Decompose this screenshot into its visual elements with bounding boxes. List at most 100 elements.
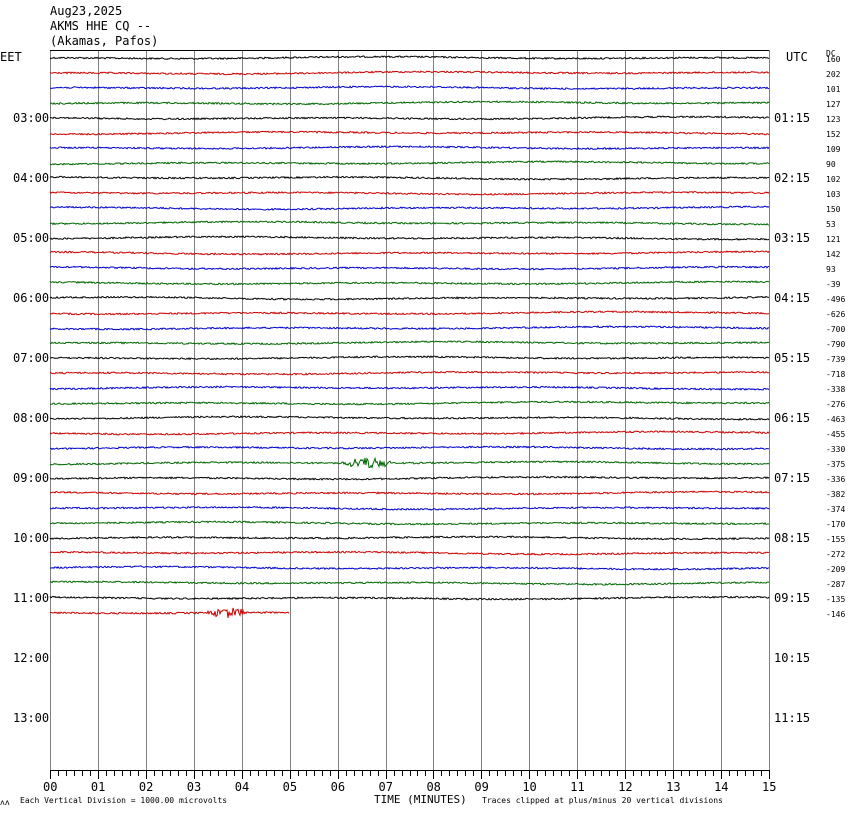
dc-offset-label: 127 [826, 100, 841, 109]
x-tick-label: 00 [43, 780, 58, 794]
trace-row [49, 175, 770, 181]
dc-offset-label: -374 [826, 505, 846, 514]
dc-offset-label: -135 [826, 595, 846, 604]
x-tick-label: 13 [666, 780, 681, 794]
clip-note: Traces clipped at plus/minus 20 vertical… [482, 796, 723, 805]
dc-offset-label: 109 [826, 145, 841, 154]
left-hour-label: 10:00 [13, 531, 50, 545]
scale-note: Each Vertical Division = 1000.00 microvo… [20, 796, 228, 805]
dc-offset-label: -146 [826, 610, 846, 619]
dc-offset-label: -287 [826, 580, 846, 589]
right-hour-label: 08:15 [774, 531, 811, 545]
dc-offset-label: -375 [826, 460, 846, 469]
dc-offset-label: 93 [826, 265, 836, 274]
x-axis-title: TIME (MINUTES) [374, 793, 467, 806]
dc-offset-label: 142 [826, 250, 841, 259]
x-tick-label: 06 [330, 780, 346, 794]
dc-offset-label: -39 [826, 280, 841, 289]
trace-row [49, 340, 770, 346]
trace-row [49, 85, 770, 91]
trace-row [49, 456, 770, 469]
right-hour-label: 04:15 [774, 291, 811, 305]
trace-row [49, 595, 770, 601]
right-hour-label: 09:15 [774, 591, 811, 605]
trace-row [49, 520, 770, 526]
trace-group [49, 55, 770, 618]
trace-row [49, 565, 770, 571]
dc-offset-label: 90 [826, 160, 836, 169]
x-tick-label: 04 [234, 780, 250, 794]
trace-row [49, 160, 770, 166]
time-axis [50, 770, 770, 779]
left-timezone-label: EET [0, 50, 22, 64]
left-hour-label: 06:00 [13, 291, 50, 305]
dc-offset-label: 152 [826, 130, 841, 139]
right-hour-label: 02:15 [774, 171, 811, 185]
trace-row [49, 235, 770, 241]
trace-row [49, 505, 770, 511]
dc-offset-label: -496 [826, 295, 846, 304]
trace-row [49, 385, 770, 391]
dc-offset-label: -336 [826, 475, 846, 484]
dc-offset-label: -382 [826, 490, 846, 499]
left-hour-label: 11:00 [13, 591, 50, 605]
dc-offset-label: 121 [826, 235, 841, 244]
x-tick-label: 03 [186, 780, 202, 794]
trace-row [49, 490, 770, 496]
x-tick-label: 15 [762, 780, 777, 794]
dc-offset-label: 53 [826, 220, 836, 229]
x-tick-label: 10 [522, 780, 537, 794]
date-label: Aug23,2025 [50, 4, 123, 18]
grid-lines [50, 50, 770, 770]
left-hour-label: 04:00 [13, 171, 50, 185]
x-tick-label: 12 [618, 780, 633, 794]
trace-row [49, 205, 770, 211]
dc-offset-label: -330 [826, 445, 846, 454]
dc-offset-label: -463 [826, 415, 846, 424]
right-hour-label: 11:15 [774, 711, 811, 725]
dc-offset-label: -338 [826, 385, 846, 394]
right-hour-label: 03:15 [774, 231, 811, 245]
trace-row [49, 100, 770, 106]
left-hour-label: 12:00 [13, 651, 50, 665]
dc-offset-label: -718 [826, 370, 846, 379]
x-tick-label: 07 [378, 780, 393, 794]
left-hour-label: 09:00 [13, 471, 50, 485]
right-hour-label: 01:15 [774, 111, 811, 125]
left-hour-label: 03:00 [13, 111, 50, 125]
dc-offset-label: -170 [826, 520, 846, 529]
trace-row [49, 325, 770, 331]
dc-offset-label: -626 [826, 310, 846, 319]
trace-row [49, 265, 770, 271]
dc-offset-label: 103 [826, 190, 841, 199]
right-timezone-label: UTC [786, 50, 808, 64]
trace-row [49, 250, 770, 256]
dc-offset-label: 102 [826, 175, 841, 184]
dc-offset-label: 123 [826, 115, 841, 124]
dc-header-label: DC [826, 49, 836, 58]
dc-offset-label: 160 [826, 55, 841, 64]
trace-row [49, 145, 770, 151]
x-tick-label: 05 [282, 780, 298, 794]
dc-offset-label: -209 [826, 565, 846, 574]
left-hour-label: 07:00 [13, 351, 50, 365]
dc-offset-label: -155 [826, 535, 846, 544]
left-hour-label: 08:00 [13, 411, 50, 425]
left-hour-label: 05:00 [13, 231, 50, 245]
dc-offset-label: 101 [826, 85, 841, 94]
location-label: (Akamas, Pafos) [50, 34, 159, 48]
trace-row [49, 430, 770, 436]
trace-row [49, 475, 770, 481]
dc-offset-label: -739 [826, 355, 846, 364]
trace-row [49, 55, 770, 61]
trace-row [49, 370, 770, 376]
dc-offset-label: -272 [826, 550, 846, 559]
x-tick-label: 09 [474, 780, 489, 794]
station-label: AKMS HHE CQ -- [50, 19, 152, 33]
trace-row [49, 70, 770, 76]
x-tick-label: 02 [138, 780, 154, 794]
x-tick-label: 08 [426, 780, 441, 794]
trace-row [49, 220, 770, 226]
trace-row [49, 535, 770, 541]
